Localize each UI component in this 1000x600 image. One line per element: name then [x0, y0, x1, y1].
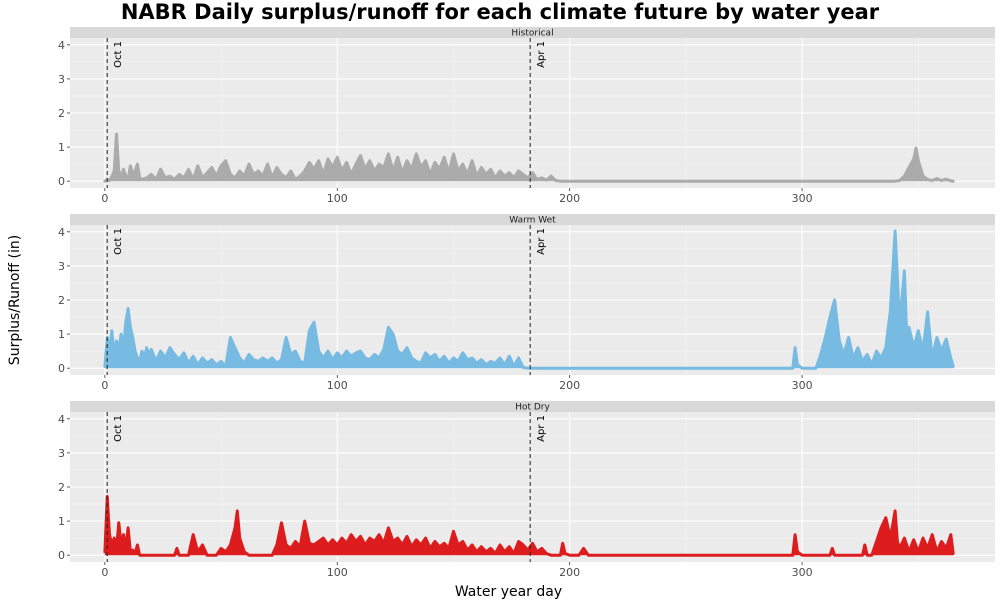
x-tick-label: 200	[559, 192, 580, 205]
facet-label: Hot Dry	[515, 403, 550, 413]
facet-label: Warm Wet	[509, 216, 556, 226]
series-line	[103, 495, 955, 557]
series-line	[103, 229, 955, 370]
reference-line-label: Apr 1	[536, 228, 547, 255]
x-tick-label: 0	[101, 566, 108, 579]
reference-line-label: Oct 1	[113, 415, 124, 442]
x-tick-label: 0	[101, 379, 108, 392]
x-tick-label: 300	[792, 379, 813, 392]
chart-title: NABR Daily surplus/runoff for each clima…	[120, 0, 880, 24]
x-tick-label: 100	[327, 379, 348, 392]
facet-strip	[70, 401, 995, 412]
y-tick-label: 0	[58, 175, 65, 188]
reference-line-label: Oct 1	[113, 228, 124, 255]
x-tick-label: 0	[101, 192, 108, 205]
y-tick-label: 3	[58, 447, 65, 460]
y-axis-title: Surplus/Runoff (in)	[7, 235, 23, 365]
y-tick-label: 0	[58, 362, 65, 375]
y-tick-label: 1	[58, 141, 65, 154]
series-area	[104, 134, 954, 182]
reference-line-label: Apr 1	[536, 415, 547, 442]
y-tick-label: 3	[58, 260, 65, 273]
y-tick-label: 2	[58, 107, 65, 120]
y-tick-label: 1	[58, 328, 65, 341]
x-tick-label: 300	[792, 192, 813, 205]
y-tick-label: 0	[58, 549, 65, 562]
y-tick-label: 4	[58, 413, 65, 426]
reference-line-label: Oct 1	[113, 41, 124, 68]
x-tick-label: 100	[327, 192, 348, 205]
y-tick-label: 4	[58, 39, 65, 52]
facet-label: Historical	[511, 29, 553, 39]
facet-strip	[70, 214, 995, 225]
y-tick-label: 3	[58, 73, 65, 86]
x-axis-title: Water year day	[455, 584, 562, 600]
facet-strip	[70, 27, 995, 38]
y-tick-label: 4	[58, 226, 65, 239]
series-line	[103, 132, 955, 183]
x-tick-label: 200	[559, 379, 580, 392]
y-tick-label: 2	[58, 294, 65, 307]
x-tick-label: 200	[559, 566, 580, 579]
y-tick-label: 1	[58, 515, 65, 528]
x-tick-label: 100	[327, 566, 348, 579]
y-tick-label: 2	[58, 481, 65, 494]
reference-line-label: Apr 1	[536, 41, 547, 68]
x-tick-label: 300	[792, 566, 813, 579]
